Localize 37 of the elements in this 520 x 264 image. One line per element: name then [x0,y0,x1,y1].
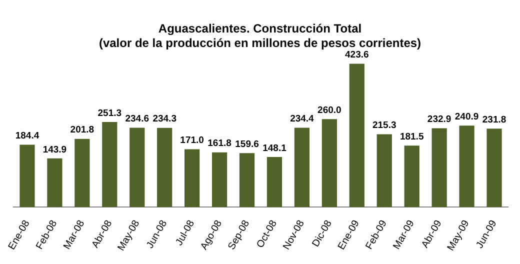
data-label: 148.1 [262,142,288,154]
data-label: 234.6 [125,114,150,125]
bar [459,126,474,208]
bar [74,138,90,208]
bar [20,144,35,208]
data-label: 184.4 [15,130,40,142]
bar [349,64,364,208]
bar [212,152,228,208]
data-label: 423.6 [345,50,369,61]
data-label: 234.3 [152,114,176,125]
chart-title: Aguascalientes. Construcción Total (valor de la producción en millones de pesos corrientes) [98,22,422,50]
bar [184,149,200,208]
data-label: 251.3 [98,108,122,119]
data-label: 240.9 [454,111,479,122]
bar [486,128,502,208]
data-label: 260.0 [318,104,342,116]
data-label: 171.0 [180,135,204,146]
data-label: 215.3 [372,120,396,132]
data-label: 159.6 [235,138,259,150]
bar [47,158,62,208]
bar [239,153,255,208]
bar [404,146,420,208]
data-label: 234.4 [290,114,315,125]
data-label: 232.9 [427,114,452,126]
bar [294,128,310,208]
bar [432,128,447,208]
bar [102,122,118,208]
bar [130,128,145,208]
bar [157,128,172,208]
data-label: 201.8 [70,124,94,136]
bar [266,156,282,208]
bar [376,134,392,208]
data-label: 231.8 [482,114,506,126]
data-label: 181.5 [400,132,424,143]
data-label: 143.9 [42,144,67,156]
bar [322,119,337,208]
data-label: 161.8 [208,138,232,150]
